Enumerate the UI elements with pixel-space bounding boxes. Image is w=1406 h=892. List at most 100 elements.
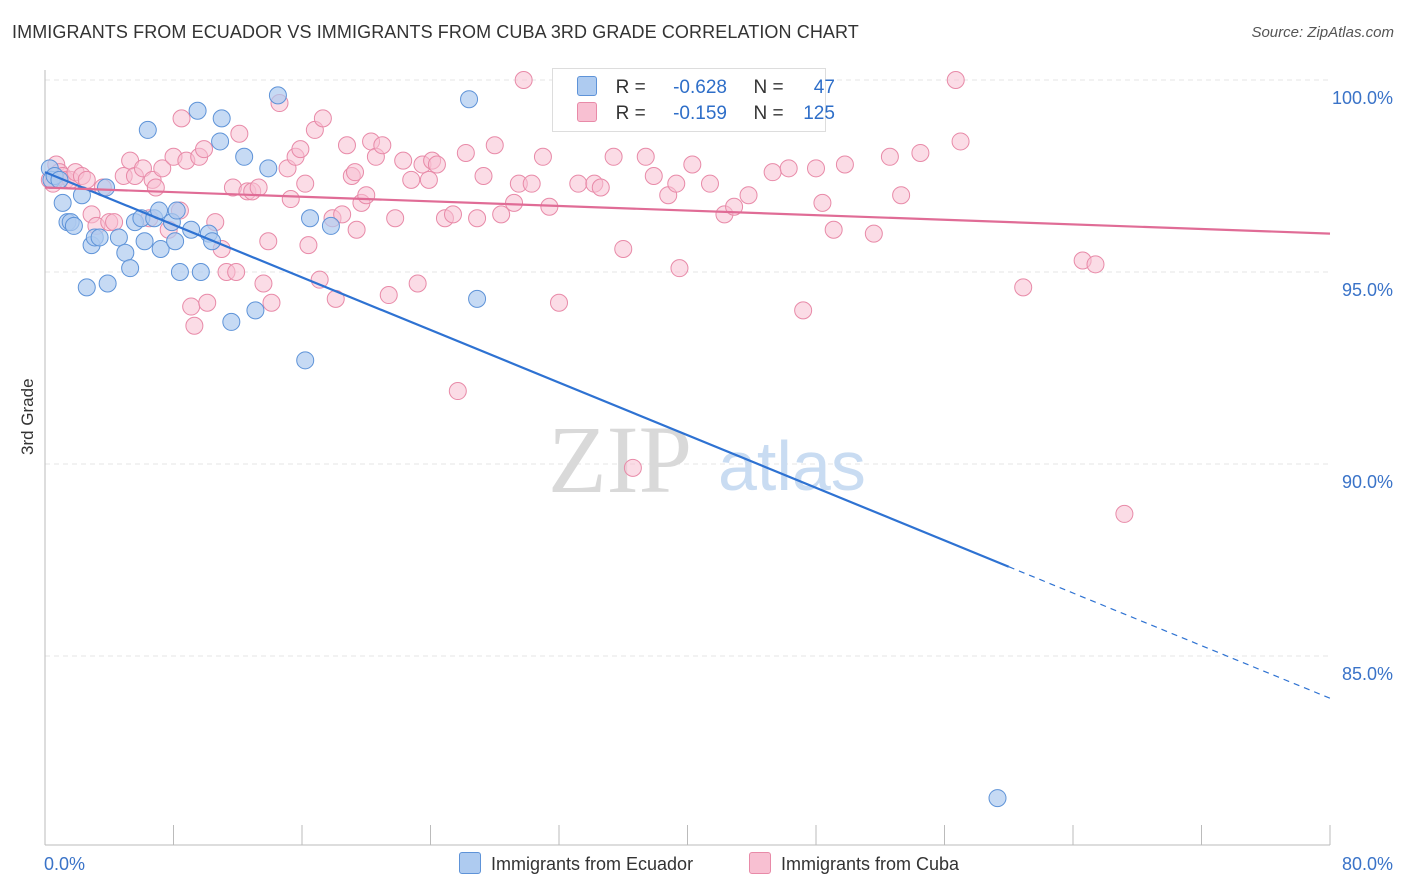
cuba-point bbox=[667, 174, 686, 193]
cuba-point bbox=[880, 147, 899, 166]
watermark-atlas: atlas bbox=[718, 427, 866, 505]
ecuador-point bbox=[97, 178, 116, 197]
ecuador-trend-line bbox=[44, 171, 1010, 568]
cuba-point bbox=[550, 293, 568, 312]
chart-title: IMMIGRANTS FROM ECUADOR VS IMMIGRANTS FR… bbox=[12, 22, 859, 42]
cuba-point bbox=[408, 274, 427, 293]
cuba-point bbox=[379, 286, 398, 305]
x-tick-label-max: 80.0% bbox=[1342, 854, 1393, 874]
legend-row-cuba: R = -0.159 N = 125 bbox=[577, 102, 835, 126]
ecuador-point bbox=[90, 228, 109, 247]
ecuador-point bbox=[188, 101, 207, 120]
ecuador-point bbox=[460, 90, 479, 109]
cuba-point bbox=[182, 297, 201, 316]
ecuador-point bbox=[191, 263, 210, 281]
cuba-point bbox=[402, 170, 421, 189]
cuba-point bbox=[636, 147, 655, 166]
ecuador-point bbox=[321, 216, 340, 235]
ecuador-point bbox=[212, 109, 231, 128]
cuba-point bbox=[700, 174, 719, 193]
cuba-r-value: -0.159 bbox=[673, 103, 727, 124]
trend-lines bbox=[44, 171, 1331, 699]
ecuador-point bbox=[98, 274, 117, 293]
y-tick-label: 100.0% bbox=[1332, 88, 1393, 108]
cuba-point bbox=[835, 155, 854, 174]
cuba-point bbox=[946, 71, 965, 89]
cuba-point bbox=[296, 174, 315, 193]
cuba-point bbox=[514, 71, 533, 89]
cuba-point bbox=[105, 213, 124, 232]
cuba-point bbox=[739, 186, 758, 205]
ecuador-point bbox=[166, 232, 185, 251]
ecuador-point bbox=[268, 86, 287, 105]
cuba-point bbox=[911, 143, 930, 162]
x-tick-label-min: 0.0% bbox=[44, 854, 85, 874]
ecuador-n-value: 47 bbox=[813, 77, 835, 98]
ecuador-point bbox=[121, 259, 140, 278]
cuba-point bbox=[1115, 504, 1134, 523]
cuba-point bbox=[569, 174, 588, 193]
cuba-point bbox=[763, 163, 782, 182]
cuba-point bbox=[456, 143, 475, 162]
cuba-point bbox=[185, 316, 204, 335]
cuba-point bbox=[373, 136, 392, 155]
cuba-point bbox=[249, 178, 268, 197]
cuba-point bbox=[357, 186, 376, 205]
cuba-point bbox=[485, 136, 504, 155]
cuba-point bbox=[133, 159, 152, 178]
cuba-point bbox=[259, 232, 278, 251]
ecuador-point bbox=[64, 216, 83, 235]
ecuador-point bbox=[138, 120, 157, 139]
legend-cuba-label: Immigrants from Cuba bbox=[781, 854, 960, 874]
cuba-point bbox=[807, 159, 825, 178]
cuba-point bbox=[591, 178, 610, 197]
legend-item-ecuador: Immigrants from Ecuador bbox=[459, 852, 693, 875]
ecuador-point bbox=[53, 193, 72, 212]
y-tick-label: 85.0% bbox=[1342, 664, 1393, 684]
legend-row-ecuador: R = -0.628 N = 47 bbox=[577, 76, 835, 100]
ecuador-trend-extension bbox=[1008, 566, 1331, 699]
cuba-point bbox=[468, 209, 487, 228]
cuba-point bbox=[951, 132, 970, 151]
ecuador-point bbox=[116, 243, 135, 262]
stats-legend: R = -0.628 N = 47 R = -0.159 N = 125 bbox=[552, 68, 835, 132]
watermark: ZIP atlas bbox=[548, 406, 866, 513]
cuba-point bbox=[644, 167, 663, 185]
cuba-point bbox=[604, 147, 623, 166]
cuba-point bbox=[153, 159, 172, 178]
ecuador-point bbox=[988, 789, 1007, 808]
ecuador-point bbox=[211, 132, 230, 151]
cuba-point bbox=[533, 147, 552, 166]
ecuador-point bbox=[246, 301, 265, 320]
cuba-point bbox=[386, 209, 405, 228]
cuba-point bbox=[254, 274, 273, 293]
cuba-point bbox=[448, 382, 467, 401]
ecuador-points bbox=[40, 86, 1007, 808]
cuba-point bbox=[683, 155, 702, 174]
axes bbox=[44, 70, 1331, 846]
cuba-point bbox=[427, 155, 446, 174]
cuba-point bbox=[347, 220, 366, 239]
cuba-point bbox=[333, 205, 352, 224]
ecuador-point bbox=[222, 312, 241, 331]
cuba-point bbox=[198, 293, 217, 312]
y-tick-label: 95.0% bbox=[1342, 280, 1393, 300]
cuba-point bbox=[779, 159, 798, 178]
cuba-point bbox=[291, 140, 310, 159]
ecuador-point bbox=[77, 278, 96, 297]
cuba-point bbox=[505, 193, 524, 212]
cuba-point bbox=[813, 193, 832, 212]
cuba-point bbox=[1086, 255, 1105, 274]
cuba-point bbox=[492, 205, 511, 224]
cuba-point bbox=[725, 197, 744, 216]
ecuador-n-label: N = bbox=[753, 77, 784, 98]
cuba-point bbox=[195, 140, 214, 159]
cuba-point bbox=[146, 178, 165, 197]
cuba-point bbox=[794, 301, 813, 320]
ecuador-point bbox=[296, 351, 315, 370]
cuba-n-label: N = bbox=[753, 103, 784, 124]
watermark-zip: ZIP bbox=[548, 406, 692, 513]
cuba-point bbox=[299, 236, 318, 255]
ecuador-point bbox=[135, 232, 154, 251]
legend-ecuador-label: Immigrants from Ecuador bbox=[491, 854, 694, 874]
